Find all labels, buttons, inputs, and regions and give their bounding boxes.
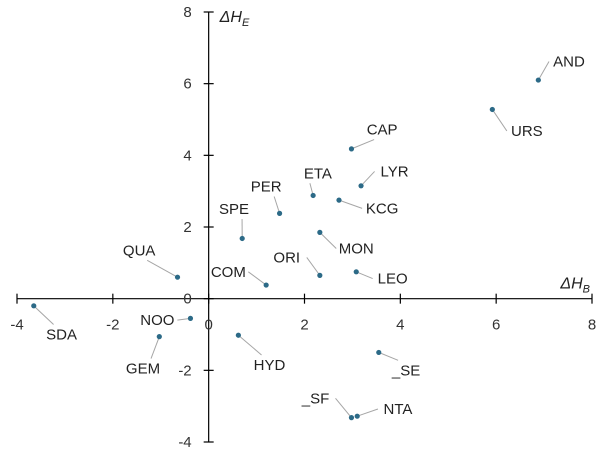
- point-label-sda: SDA: [46, 327, 77, 344]
- point-label-se: _SE: [391, 362, 420, 379]
- x-axis-title: ΔHB: [559, 276, 590, 296]
- point-label-and: AND: [553, 53, 585, 70]
- data-point-leo: [353, 269, 359, 275]
- leader-line-nta: [357, 408, 379, 417]
- data-point-per: [276, 210, 283, 216]
- point-label-cap: CAP: [367, 122, 398, 139]
- leader-line-sda: [33, 305, 54, 325]
- y-axis-title-main: ΔH: [219, 9, 243, 26]
- leader-line-com: [248, 271, 267, 286]
- point-label-noo: NOO: [140, 312, 174, 329]
- data-point-nta: [354, 413, 360, 419]
- data-point-com: [263, 282, 269, 288]
- data-point-and: [535, 77, 541, 83]
- point-label-gem: GEM: [126, 361, 160, 378]
- data-point-lyr: [358, 183, 364, 189]
- x-tick-label: 4: [396, 317, 404, 334]
- leader-line-and: [537, 61, 550, 81]
- leader-line-gem: [150, 336, 160, 359]
- leader-line-per: [273, 196, 281, 214]
- y-tick-label: 4: [183, 147, 191, 164]
- point-label-leo: LEO: [378, 271, 408, 288]
- point-label-ori: ORI: [273, 249, 300, 266]
- leader-line-hyd: [238, 334, 262, 356]
- point-label-nta: NTA: [383, 401, 412, 418]
- axes: -4 -2 0 2 4 6 8 -4 -2 0 2 4 6 8: [10, 4, 596, 451]
- point-label-com: COM: [211, 264, 246, 281]
- data-points: [31, 77, 541, 421]
- data-point-urs: [489, 106, 495, 113]
- x-axis-title-sub: B: [583, 284, 590, 296]
- data-point-noo: [187, 315, 194, 321]
- point-label-kcg: KCG: [366, 200, 399, 217]
- point-label-urs: URS: [511, 123, 543, 140]
- point-label-hyd: HYD: [254, 357, 286, 374]
- y-tick-label: 6: [183, 76, 191, 93]
- point-label-spe: SPE: [219, 201, 249, 218]
- point-label-mon: MON: [339, 241, 374, 258]
- y-tick-label: -4: [178, 434, 191, 451]
- x-tick-label: 6: [492, 317, 500, 334]
- point-label-qua: QUA: [123, 242, 156, 259]
- y-tick-label: 2: [183, 219, 191, 236]
- y-tick-label: -2: [178, 362, 191, 379]
- x-axis-title-main: ΔH: [559, 276, 583, 293]
- leader-line-urs: [491, 109, 508, 132]
- point-label-sf: _SF: [301, 390, 330, 407]
- data-point-mon: [317, 229, 323, 235]
- leader-line-ori: [306, 257, 321, 276]
- y-axis-title-sub: E: [242, 17, 250, 29]
- x-tick-label: 8: [588, 317, 596, 334]
- point-label-per: PER: [251, 179, 282, 196]
- y-axis-title: ΔHE: [219, 9, 250, 29]
- data-point-qua: [174, 274, 181, 280]
- leader-line-cap: [351, 139, 375, 150]
- data-point-hyd: [235, 332, 241, 338]
- data-point-spe: [239, 235, 245, 242]
- data-point-se: [376, 349, 382, 356]
- y-tick-label: 0: [183, 291, 191, 308]
- data-point-gem: [156, 334, 162, 340]
- data-point-kcg: [336, 197, 342, 203]
- data-point-ori: [317, 272, 323, 278]
- x-tick-label: 0: [204, 317, 212, 334]
- leader-lines: [33, 61, 550, 418]
- y-tick-label: 8: [183, 4, 191, 21]
- leader-line-lyr: [360, 171, 375, 187]
- leader-line-sf: [335, 397, 352, 418]
- x-tick-label: -2: [106, 317, 119, 334]
- point-label-eta: ETA: [304, 165, 332, 182]
- leader-line-leo: [356, 271, 373, 280]
- data-point-cap: [348, 146, 355, 152]
- point-label-lyr: LYR: [381, 163, 409, 180]
- leader-line-mon: [319, 232, 337, 249]
- leader-line-se: [378, 351, 399, 361]
- x-tick-label: -4: [10, 317, 23, 334]
- data-point-eta: [310, 192, 316, 199]
- data-point-sf: [348, 415, 355, 421]
- leader-line-qua: [146, 259, 178, 278]
- leader-line-kcg: [338, 199, 363, 209]
- data-point-sda: [31, 303, 37, 309]
- x-tick-label: 2: [300, 317, 308, 334]
